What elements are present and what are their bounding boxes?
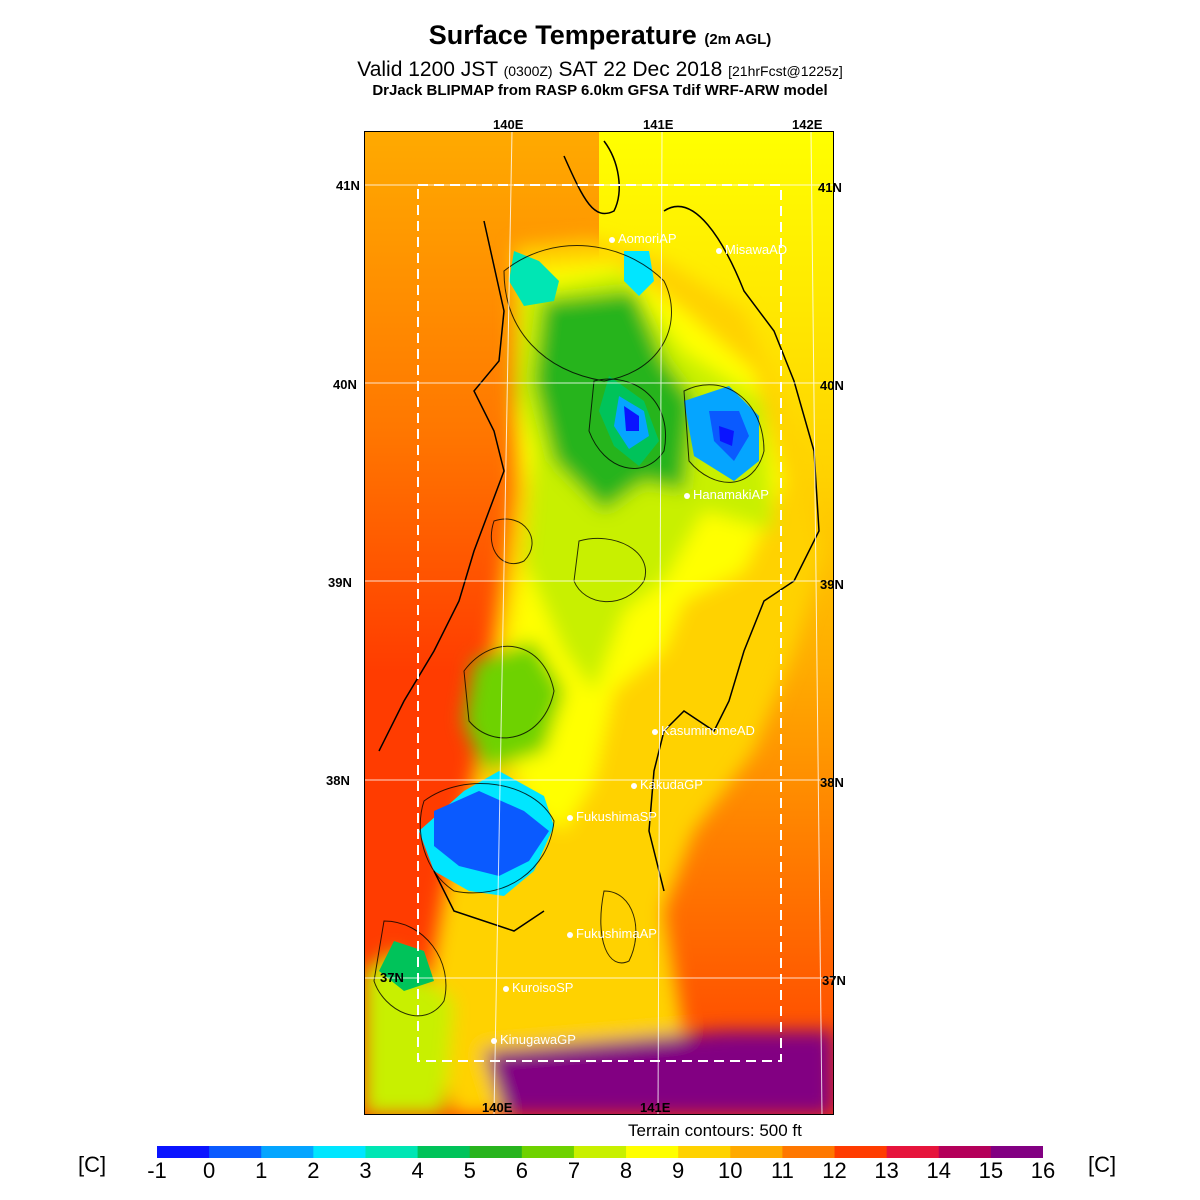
station-marker-icon [567,814,573,821]
station-label: FukushimaSP [576,809,657,824]
colorbar [157,1146,1043,1158]
station-hanamaki-ap: HanamakiAP [684,487,769,502]
colorbar-unit-right: [C] [1088,1152,1117,1177]
lon-label-top: 142E [792,117,823,132]
colorbar-segment [730,1146,783,1158]
lat-label-right: 39N [820,577,844,592]
station-marker-icon [503,985,509,992]
colorbar-tick-label: -1 [147,1158,167,1183]
station-marker-icon [684,492,690,499]
colorbar-segment [209,1146,262,1158]
station-marker-icon [652,728,658,735]
station-marker-icon [491,1037,497,1044]
colorbar-tick-label: 8 [619,1158,633,1183]
colorbar-segment [469,1146,523,1158]
station-label: KasuminomeAD [661,723,755,738]
lon-label-bottom: 141E [640,1100,671,1115]
colorbar-tick-label: 16 [1030,1158,1056,1183]
colorbar-segment [365,1146,419,1158]
lat-label-right: 37N [822,973,846,988]
colorbar-tick-label: 15 [978,1158,1004,1183]
station-label: KakudaGP [640,777,703,792]
station-marker-icon [631,782,637,789]
station-label: HanamakiAP [693,487,769,502]
colorbar-segment [834,1146,888,1158]
station-kinugawa-gp: KinugawaGP [491,1032,576,1047]
colorbar-segment [157,1146,210,1158]
colorbar-segment [678,1146,731,1158]
lon-label-top: 141E [643,117,674,132]
lat-label-left: 38N [326,773,350,788]
colorbar-tick-label: 4 [411,1158,424,1183]
colorbar-tick-label: 1 [255,1158,268,1183]
valid-zulu: (0300Z) [503,63,553,79]
station-label: FukushimaAP [576,926,657,941]
colorbar-segment [886,1146,940,1158]
terrain-contour-note: Terrain contours: 500 ft [628,1121,802,1140]
colorbar-tick-label: 13 [874,1158,899,1183]
colorbar-unit-left: [C] [78,1152,107,1177]
colorbar-segment [313,1146,366,1158]
colorbar-tick-label: 3 [359,1158,372,1183]
colorbar-tick-label: 12 [822,1158,847,1183]
colorbar-tick-label: 7 [567,1158,581,1183]
coastline [378,140,820,932]
colorbar-segment [782,1146,836,1158]
station-marker-icon [567,931,573,938]
station-kuroiso-sp: KuroisoSP [503,980,573,995]
lat-label-right: 41N [818,180,842,195]
station-marker-icon [609,236,615,243]
colorbar-tick-label: 2 [307,1158,320,1183]
model-line: DrJack BLIPMAP from RASP 6.0km GFSA Tdif… [372,82,828,99]
colorbar-segment [990,1146,1043,1158]
colorbar-tick-label: 6 [515,1158,528,1183]
colorbar-tick-label: 11 [770,1158,794,1183]
colorbar-tick-label: 9 [672,1158,685,1183]
colorbar-tick-label: 0 [202,1158,216,1183]
station-fukushima-ap: FukushimaAP [567,926,657,941]
temperature-map [364,131,834,1115]
inner-domain-box [417,184,782,1062]
colorbar-segment [521,1146,575,1158]
station-kakuda-gp: KakudaGP [631,777,703,792]
map-title: Surface Temperature (2m AGL) [0,20,1200,51]
valid-date: SAT 22 Dec 2018 [558,58,723,81]
map-border [364,131,834,1115]
station-fukushima-sp: FukushimaSP [567,809,657,824]
forecast-info: [21hrFcst@1225z] [728,63,843,79]
station-marker-icon [716,247,722,254]
title-text: Surface Temperature [428,20,697,50]
lon-label-top: 140E [493,117,524,132]
lon-label-bottom: 140E [482,1100,513,1115]
colorbar-segment [261,1146,314,1158]
station-label: AomoriAP [618,231,677,246]
colorbar-segment [417,1146,471,1158]
lat-label-left: 41N [336,178,360,193]
station-aomori-ap: AomoriAP [609,231,677,246]
lat-label-left: 39N [328,575,352,590]
station-kasuminome-ad: KasuminomeAD [652,723,755,738]
lat-label-left: 40N [333,377,357,392]
station-label: KinugawaGP [500,1032,576,1047]
title-qualifier: (2m AGL) [704,31,772,48]
colorbar-tick-label: 5 [463,1158,476,1183]
station-misawa-ad: MisawaAD [716,242,787,257]
station-label: KuroisoSP [512,980,574,995]
station-label: MisawaAD [725,242,788,257]
lat-label-left: 37N [380,970,404,985]
colorbar-tick-label: 10 [718,1158,743,1183]
valid-prefix: Valid 1200 JST [357,58,498,81]
colorbar-segment [573,1146,627,1158]
colorbar-segment [938,1146,992,1158]
lat-label-right: 40N [820,378,844,393]
lat-label-right: 38N [820,775,844,790]
colorbar-tick-label: 14 [926,1158,951,1183]
cold-pool-3 [509,251,559,306]
colorbar-segment [626,1146,679,1158]
valid-time-line: Valid 1200 JST (0300Z) SAT 22 Dec 2018 [… [0,58,1200,82]
